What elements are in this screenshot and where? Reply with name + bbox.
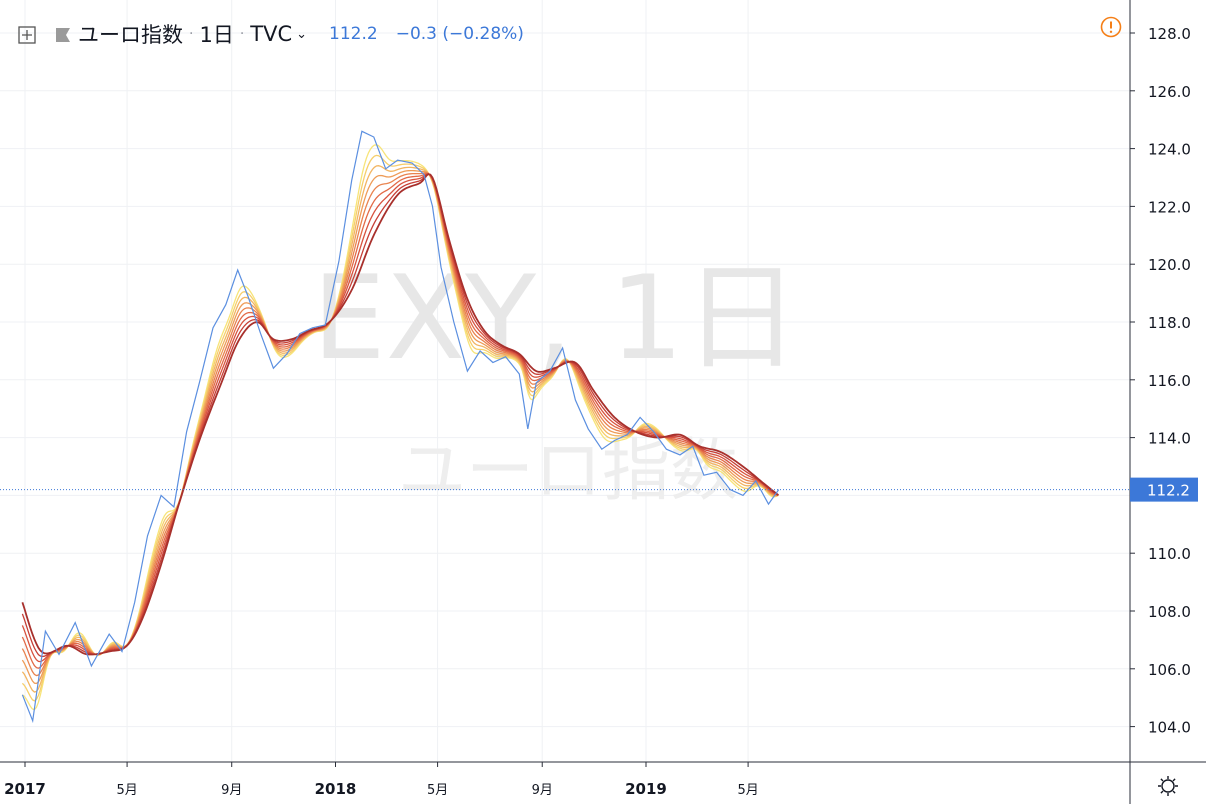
separator-dot: ·	[189, 26, 194, 42]
price-line	[21, 130, 780, 724]
x-tick-label: 5月	[427, 783, 448, 798]
flag-icon[interactable]	[54, 25, 72, 43]
moving-average-line	[21, 173, 779, 663]
last-price-badge-label: 112.2	[1147, 482, 1190, 500]
watermark-symbol: EXY, 1日	[312, 251, 799, 386]
ribbon	[21, 144, 779, 711]
moving-average-line	[21, 173, 779, 658]
y-tick-label: 110.0	[1148, 545, 1191, 563]
chevron-down-icon[interactable]: ⌄	[296, 26, 308, 42]
x-tick-label: 2018	[315, 780, 357, 798]
symbol-name: ユーロ指数	[78, 23, 183, 47]
x-tick-label: 9月	[221, 783, 242, 798]
alert-circle-icon[interactable]	[1100, 16, 1122, 38]
x-tick-label: 9月	[532, 783, 553, 798]
moving-average-line	[21, 172, 779, 669]
source[interactable]: TVC	[250, 22, 293, 46]
legend: ユーロ指数 · 1日 · TVC ⌄ 112.2 −0.3 (−0.28%)	[18, 18, 542, 50]
gear-icon[interactable]	[1156, 774, 1180, 798]
y-tick-label: 118.0	[1148, 314, 1191, 332]
y-tick-label: 124.0	[1148, 141, 1191, 159]
y-tick-label: 108.0	[1148, 603, 1191, 621]
y-tick-label: 128.0	[1148, 25, 1191, 43]
last-price-badge	[1130, 477, 1198, 502]
grid	[0, 0, 1130, 762]
moving-average-line	[21, 165, 779, 693]
y-tick-label: 114.0	[1148, 430, 1191, 448]
price	[21, 130, 780, 724]
y-tick-label: 106.0	[1148, 661, 1191, 679]
y-tick-label: 116.0	[1148, 372, 1191, 390]
separator-dot: ·	[239, 26, 245, 42]
interval[interactable]: 1日	[199, 23, 234, 47]
y-tick-label: 126.0	[1148, 83, 1191, 101]
y-tick-label: 104.0	[1148, 719, 1191, 737]
x-tick-label: 5月	[737, 783, 758, 798]
moving-average-line	[21, 173, 779, 656]
y-tick-label: 122.0	[1148, 198, 1191, 216]
x-tick-label: 2019	[625, 780, 667, 798]
x-tick-label: 2017	[4, 780, 46, 798]
x-tick-label: 5月	[116, 783, 137, 798]
last-price: 112.2	[329, 24, 378, 44]
moving-average-line	[21, 154, 779, 702]
price-change: −0.3 (−0.28%)	[395, 24, 524, 44]
y-tick-label: 120.0	[1148, 256, 1191, 274]
plus-square-icon[interactable]	[18, 25, 36, 44]
